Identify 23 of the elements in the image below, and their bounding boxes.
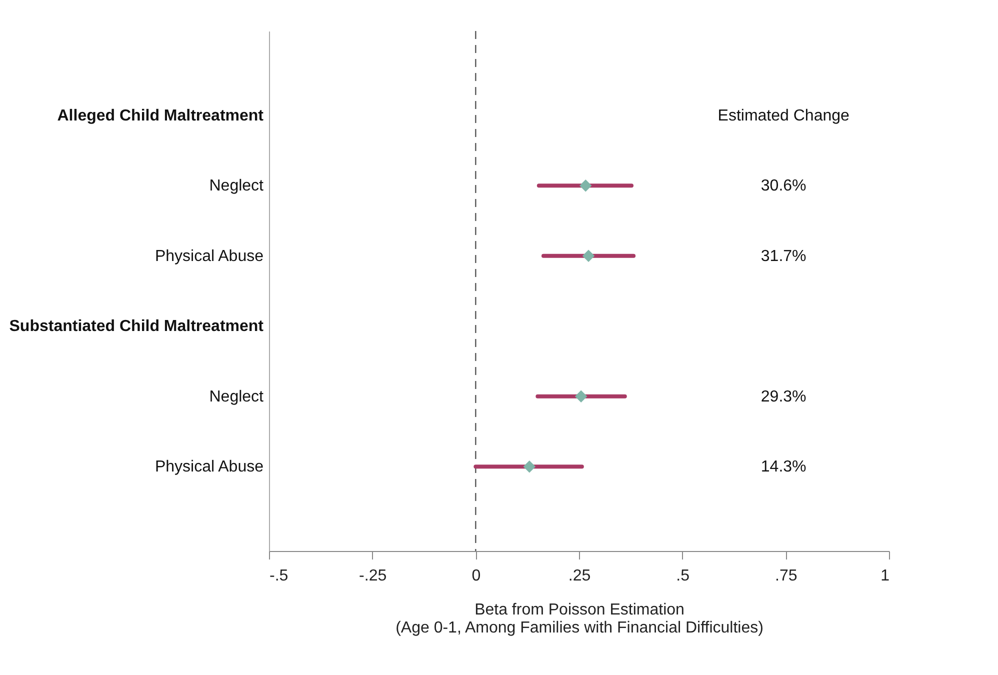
point bbox=[579, 179, 592, 192]
annotation: 14.3% bbox=[760, 458, 806, 476]
x-tick-label: .75 bbox=[775, 568, 798, 584]
x-tick-label: 1 bbox=[880, 568, 890, 584]
x-tick-label: .5 bbox=[676, 568, 690, 584]
annotation: 31.7% bbox=[760, 248, 806, 265]
x-axis-title: Beta from Poisson Estimation (Age 0-1, Among Families with Financial Difficulties) bbox=[396, 602, 764, 636]
x-tick-label: -.25 bbox=[359, 568, 387, 584]
point bbox=[582, 250, 595, 262]
y-tick-label: Neglect bbox=[209, 388, 264, 406]
x-tick-label: .25 bbox=[568, 568, 591, 584]
x-tick-label: -.5 bbox=[270, 568, 288, 584]
x-tick-label: 0 bbox=[472, 568, 481, 584]
annotation: 30.6% bbox=[760, 178, 806, 195]
annotation: 29.3% bbox=[760, 388, 806, 406]
y-tick-label: Physical Abuse bbox=[154, 458, 264, 476]
point bbox=[523, 460, 536, 473]
y-tick-label: Neglect bbox=[209, 178, 264, 195]
point bbox=[574, 390, 588, 403]
annotation: Estimated Change bbox=[718, 107, 850, 124]
y-tick-label: Substantiated Child Maltreatment bbox=[9, 318, 264, 336]
y-tick-label: Physical Abuse bbox=[154, 248, 264, 265]
y-tick-label: Alleged Child Maltreatment bbox=[57, 107, 264, 124]
